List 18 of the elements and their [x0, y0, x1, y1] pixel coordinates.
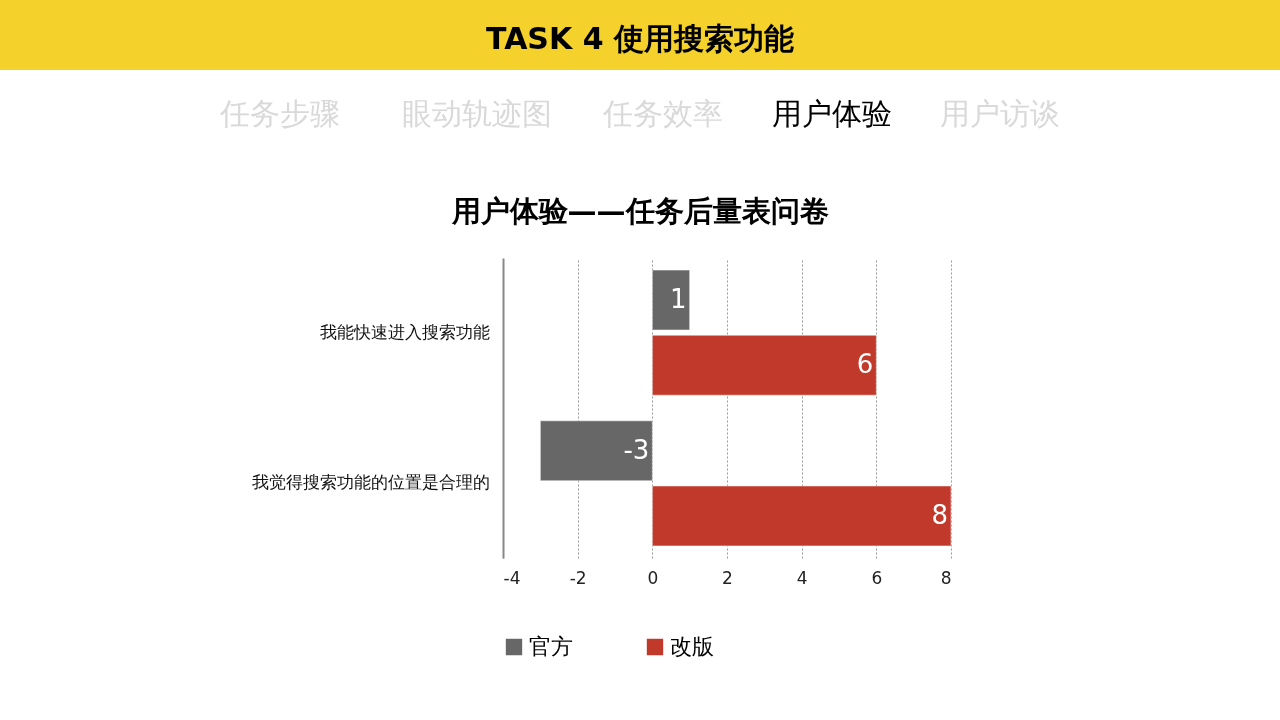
x-tick-label: -2 [569, 567, 587, 588]
x-tick-label: -4 [503, 567, 521, 588]
legend-label: 官方 [529, 634, 573, 660]
y-tick-label: 我能快速进入搜索功能 [319, 321, 490, 342]
x-tick-label: 8 [940, 567, 952, 588]
y-tick-label: 我觉得搜索功能的位置是合理的 [251, 472, 490, 493]
chart-title: TASK 4 使用搜索功能 [486, 21, 794, 56]
text: 用户体验 [772, 96, 892, 131]
x-tick-label: 2 [722, 567, 733, 588]
data-label: -3 [623, 434, 650, 465]
x-tick-label: 4 [796, 567, 808, 588]
data-label: 1 [670, 284, 687, 315]
x-tick-label: 0 [647, 567, 659, 588]
chart-subtitle: 用户体验——任务后量表问卷 [450, 194, 829, 228]
data-label: 8 [931, 499, 948, 530]
legend-label: 改版 [670, 634, 714, 660]
x-tick-label: 6 [871, 567, 883, 588]
data-label: 6 [856, 349, 874, 380]
